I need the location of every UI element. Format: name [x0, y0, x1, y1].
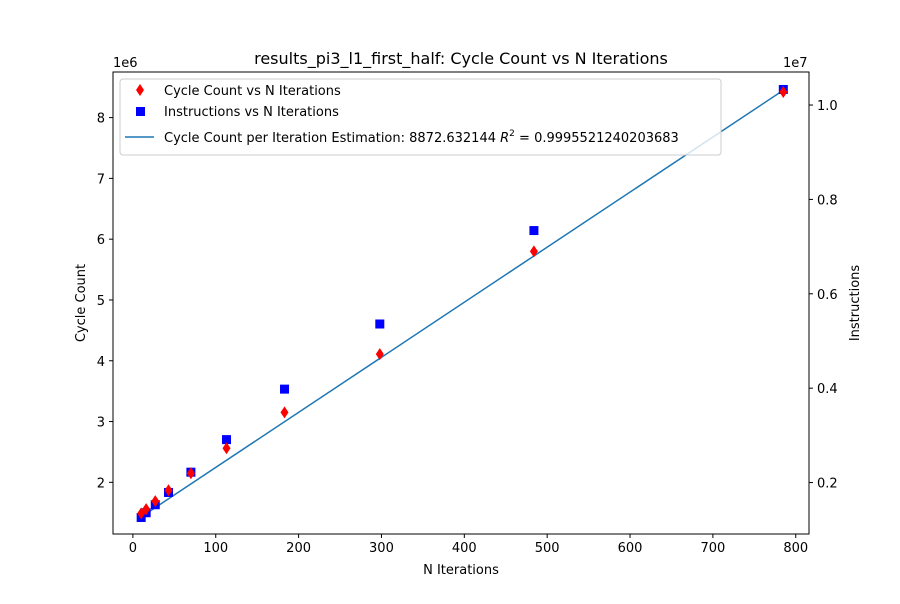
chart-title: results_pi3_l1_first_half: Cycle Count v… — [254, 49, 668, 69]
y-tick-label: 2 — [97, 476, 105, 491]
cycle-count-point — [137, 507, 146, 520]
instructions-point — [280, 384, 290, 394]
legend: Cycle Count vs N Iterations Instructions… — [119, 78, 722, 156]
cycle-count-point — [375, 348, 384, 361]
fit-line — [140, 89, 784, 518]
x-tick-label: 600 — [618, 541, 643, 556]
y2-axis: 0.2 0.4 0.6 0.8 1.0 — [809, 99, 838, 492]
x-tick-label: 300 — [369, 541, 394, 556]
fit-layer — [140, 89, 784, 518]
legend-fit-prefix: Cycle Count per Iteration Estimation: 88… — [164, 131, 500, 146]
y2-tick-label: 0.2 — [817, 477, 838, 492]
y-axis-offset-label: 1e6 — [113, 56, 138, 71]
y2-tick-label: 0.6 — [817, 288, 838, 303]
instructions-point — [222, 435, 232, 445]
legend-label-cycle-count: Cycle Count vs N Iterations — [164, 84, 341, 99]
y-tick-label: 8 — [97, 112, 105, 127]
y-axis-label: Cycle Count — [74, 264, 89, 342]
x-tick-label: 200 — [286, 541, 311, 556]
x-tick-label: 700 — [700, 541, 725, 556]
cycle-count-point — [280, 406, 289, 419]
instructions-point — [375, 319, 385, 329]
legend-entry-fit-line: Cycle Count per Iteration Estimation: 88… — [125, 129, 679, 146]
y2-tick-label: 0.8 — [817, 193, 838, 208]
x-axis-label: N Iterations — [423, 563, 499, 578]
y2-axis-offset-label: 1e7 — [783, 56, 808, 71]
legend-entry-instructions: Instructions vs N Iterations — [136, 105, 339, 120]
plot-area — [112, 71, 810, 535]
legend-box — [119, 78, 722, 156]
cycle-count-point — [164, 484, 173, 497]
x-axis: 0 100 200 300 400 500 600 700 800 — [129, 534, 808, 556]
y-tick-label: 5 — [97, 294, 105, 309]
cycle-count-point — [529, 245, 538, 258]
legend-fit-r: R — [500, 131, 509, 146]
x-tick-label: 500 — [535, 541, 560, 556]
y2-axis-label: Instructions — [848, 265, 863, 342]
plot-frame — [112, 71, 810, 535]
x-tick-label: 800 — [783, 541, 808, 556]
y2-tick-label: 0.4 — [817, 382, 838, 397]
x-tick-label: 0 — [129, 541, 137, 556]
instructions-point — [529, 226, 539, 236]
x-tick-label: 100 — [203, 541, 228, 556]
legend-label-instructions: Instructions vs N Iterations — [164, 105, 339, 120]
legend-square-marker — [136, 107, 145, 116]
y-tick-label: 4 — [97, 355, 105, 370]
y-tick-label: 3 — [97, 416, 105, 431]
legend-fit-sup: 2 — [509, 129, 515, 139]
legend-label-fit-line: Cycle Count per Iteration Estimation: 88… — [164, 129, 679, 146]
y-tick-label: 6 — [97, 233, 105, 248]
cycle-count-point — [142, 503, 151, 516]
legend-entry-cycle-count: Cycle Count vs N Iterations — [136, 84, 341, 99]
cycle-count-point — [186, 467, 195, 480]
cycle-count-point — [222, 442, 231, 455]
cycle-count-point — [151, 495, 160, 508]
y2-tick-label: 1.0 — [817, 99, 838, 114]
legend-diamond-marker — [136, 84, 144, 96]
x-tick-label: 400 — [452, 541, 477, 556]
y-tick-label: 7 — [97, 172, 105, 187]
cycle-count-point — [779, 86, 788, 99]
legend-fit-suffix: = 0.9995521240203683 — [515, 131, 679, 146]
y-axis: 2 3 4 5 6 7 8 — [97, 112, 113, 491]
marker-layer — [136, 84, 788, 522]
